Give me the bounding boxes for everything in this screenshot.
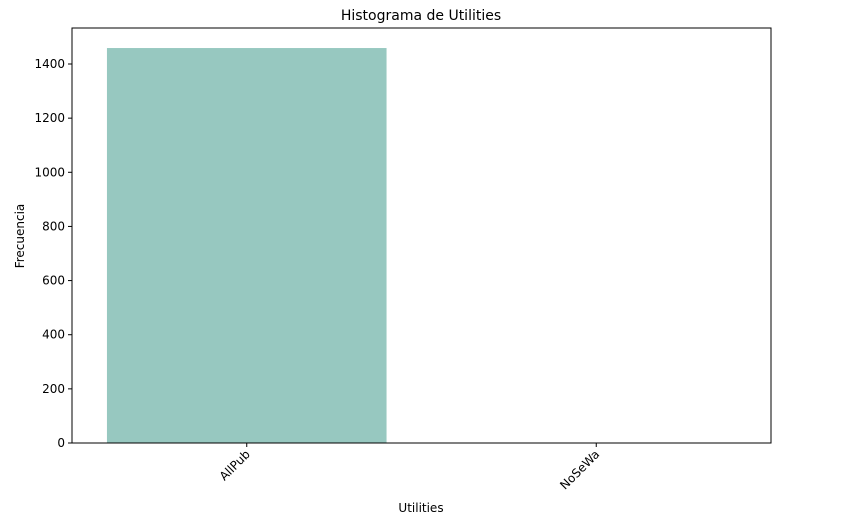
bar-allpub [106, 48, 387, 443]
x-tick-label: NoSeWa [557, 447, 602, 492]
y-tick-label: 200 [42, 382, 65, 396]
y-tick-label: 1000 [34, 165, 65, 179]
chart-title: Histograma de Utilities [341, 8, 501, 24]
y-tick-label: 1400 [34, 57, 65, 71]
y-axis-label: Frecuencia [13, 204, 27, 269]
y-axis: 0 200 400 600 800 1000 1200 1400 [34, 57, 72, 450]
y-tick-label: 1200 [34, 111, 65, 125]
x-axis-label: Utilities [398, 501, 443, 515]
y-tick-label: 0 [57, 436, 65, 450]
bars-group [106, 48, 737, 443]
x-tick-label: AllPub [217, 447, 253, 483]
y-tick-label: 400 [42, 328, 65, 342]
y-tick-label: 600 [42, 274, 65, 288]
plot-frame [71, 27, 772, 444]
x-axis: AllPub NoSeWa [217, 443, 602, 492]
y-tick-label: 800 [42, 219, 65, 233]
